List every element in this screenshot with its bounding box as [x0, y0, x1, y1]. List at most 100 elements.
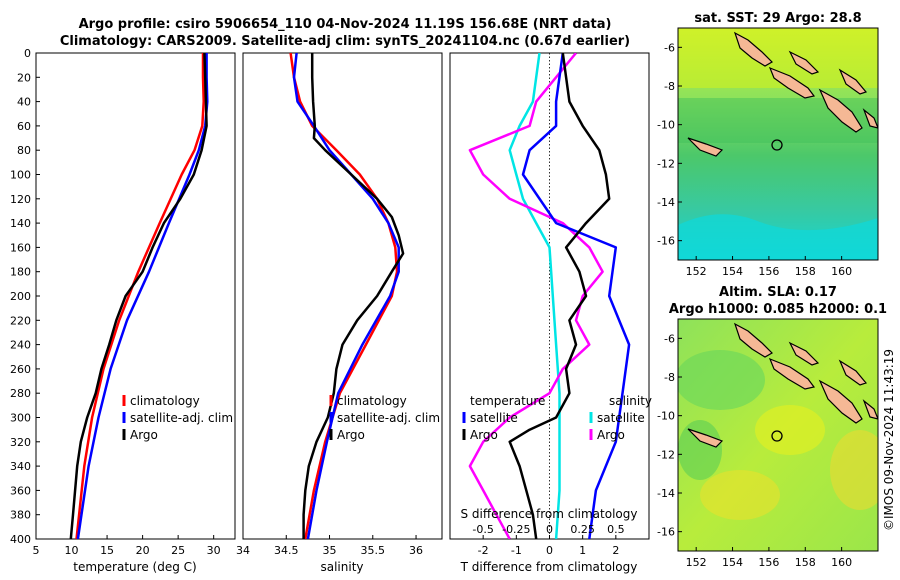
- s-tick-label: 0.5: [607, 523, 625, 536]
- sla-map-title-2: Argo h1000: 0.085 h2000: 0.1: [669, 302, 887, 317]
- legend-temperature-header: temperature: [470, 394, 545, 408]
- series-satellite-adj: [292, 53, 400, 539]
- legend-climatology: climatology: [130, 394, 200, 408]
- map-y-tick-label: -14: [657, 487, 675, 500]
- x-tick-label: 34: [236, 544, 250, 557]
- series-sal-satellite-diff: [521, 53, 631, 539]
- difference-legend: temperature satellite Argo salinity sate…: [462, 394, 652, 442]
- x-tick-label: 1: [579, 544, 586, 557]
- map-y-tick-label: -8: [664, 80, 675, 93]
- x-tick-label: 2: [612, 544, 619, 557]
- s-tick-label: 0: [546, 523, 553, 536]
- legend-sal-argo: Argo: [597, 428, 625, 442]
- sla-low-patch: [678, 350, 765, 410]
- depth-tick-label: 60: [17, 120, 31, 133]
- x-tick-label: 35: [323, 544, 337, 557]
- s-difference-xlabel: S difference from climatology: [461, 507, 638, 521]
- island: [862, 399, 878, 420]
- series-temp-satellite-diff: [508, 53, 561, 539]
- map-y-tick-label: -6: [664, 332, 675, 345]
- depth-tick-label: 380: [10, 509, 31, 522]
- salinity-legend: climatology satellite-adj. clim Argo: [329, 394, 440, 442]
- depth-tick-label: 220: [10, 314, 31, 327]
- map-x-tick-label: 160: [831, 556, 852, 569]
- depth-tick-label: 400: [10, 533, 31, 546]
- x-tick-label: 0: [546, 544, 553, 557]
- island: [687, 137, 724, 157]
- island: [862, 108, 878, 129]
- series-temp-argo-diff: [508, 53, 611, 539]
- sla-map-frame: [677, 318, 879, 552]
- legend-satellite-adj: satellite-adj. clim: [130, 411, 233, 425]
- island: [838, 359, 868, 386]
- depth-tick-label: 200: [10, 290, 31, 303]
- series-climatology: [75, 53, 205, 539]
- s-tick-label: -0.25: [502, 523, 530, 536]
- x-tick-label: 10: [65, 544, 79, 557]
- map-y-tick-label: -6: [664, 41, 675, 54]
- depth-tick-label: 340: [10, 460, 31, 473]
- map-x-tick-label: 160: [831, 265, 852, 278]
- map-y-tick-label: -12: [657, 448, 675, 461]
- difference-panel: -2 -1 0 1 2 T difference from climatology S …: [449, 52, 652, 574]
- depth-tick-label: 160: [10, 241, 31, 254]
- map-y-tick-label: -10: [657, 410, 675, 423]
- x-tick-label: 15: [100, 544, 114, 557]
- map-x-tick-label: 154: [722, 265, 743, 278]
- sla-high-patch: [700, 470, 780, 520]
- temperature-xlabel: temperature (deg C): [73, 560, 196, 574]
- island: [838, 68, 868, 95]
- title-line-2: Climatology: CARS2009. Satellite-adj cli…: [60, 34, 630, 49]
- map-x-tick-label: 156: [758, 556, 779, 569]
- sst-cyan-band: [678, 214, 878, 260]
- legend-argo: Argo: [130, 428, 158, 442]
- salinity-panel: 34 34.5 35 35.5 36 salinity climatology sate…: [236, 52, 443, 574]
- depth-tick-label: 0: [24, 47, 31, 60]
- sst-map-frame: [677, 27, 879, 261]
- x-tick-label: 5: [33, 544, 40, 557]
- x-tick-label: -2: [478, 544, 489, 557]
- depth-tick-label: 300: [10, 412, 31, 425]
- island: [788, 50, 820, 75]
- map-x-tick-label: 156: [758, 265, 779, 278]
- depth-tick-label: 180: [10, 266, 31, 279]
- x-tick-label: 36: [409, 544, 423, 557]
- island: [733, 31, 773, 67]
- island: [687, 428, 724, 448]
- x-tick-label: 34.5: [274, 544, 299, 557]
- depth-tick-label: 240: [10, 339, 31, 352]
- map-y-tick-label: -8: [664, 371, 675, 384]
- s-tick-label: 0.25: [570, 523, 595, 536]
- depth-tick-label: 360: [10, 484, 31, 497]
- s-tick-label: -0.5: [472, 523, 493, 536]
- series-sal-argo-diff: [468, 53, 604, 539]
- island: [818, 88, 863, 133]
- argo-location-marker: [771, 430, 783, 442]
- depth-tick-label: 140: [10, 217, 31, 230]
- depth-tick-label: 40: [17, 96, 31, 109]
- temperature-panel: 5 10 15 20 25 30 temperature (deg C) climatol…: [33, 52, 236, 574]
- x-tick-label: 20: [136, 544, 150, 557]
- t-difference-xlabel: T difference from climatology: [460, 560, 638, 574]
- series-satellite-adj: [76, 53, 209, 539]
- sst-map-title: sat. SST: 29 Argo: 28.8: [694, 11, 861, 26]
- depth-tick-label: 100: [10, 169, 31, 182]
- title-line-1: Argo profile: csiro 5906654_110 04-Nov-2…: [79, 17, 612, 32]
- imos-watermark: ©IMOS 09-Nov-2024 11:43:19: [882, 349, 896, 531]
- depth-axis: 0 20 40 60 80 100 120 140 160 180 200 220 240 260 280 3…: [10, 47, 40, 546]
- depth-tick-label: 280: [10, 387, 31, 400]
- x-tick-label: 25: [171, 544, 185, 557]
- island: [768, 66, 816, 99]
- x-tick-label: -1: [511, 544, 522, 557]
- legend-satellite-adj: satellite-adj. clim: [337, 411, 440, 425]
- x-tick-label: 30: [207, 544, 221, 557]
- legend-temp-satellite: satellite: [470, 411, 518, 425]
- series-argo: [302, 53, 405, 539]
- coastlines: [687, 31, 878, 157]
- island: [733, 322, 773, 358]
- map-x-tick-label: 158: [795, 556, 816, 569]
- map-y-tick-label: -14: [657, 196, 675, 209]
- salinity-xlabel: salinity: [320, 560, 363, 574]
- map-x-tick-label: 152: [686, 556, 707, 569]
